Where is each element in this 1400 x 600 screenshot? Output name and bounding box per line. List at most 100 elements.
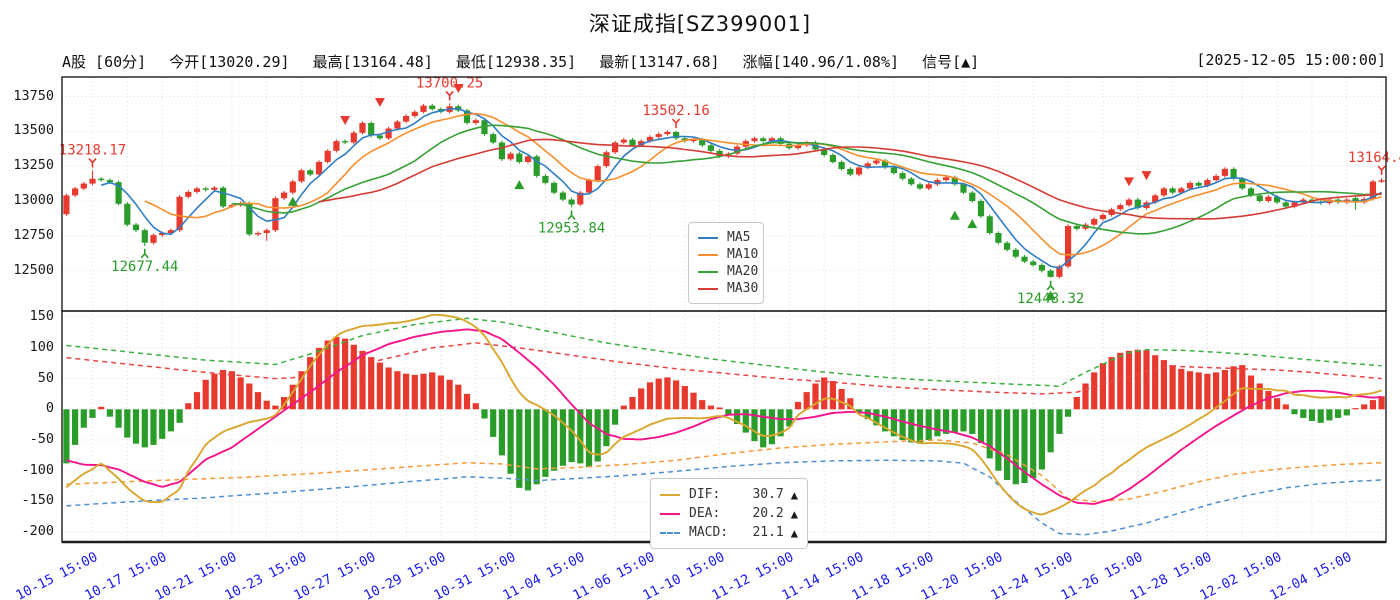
y-tick-label: 13000 (13, 191, 54, 208)
y-tick-label: -100 (21, 461, 54, 478)
macd-bar-negative (542, 409, 549, 477)
info-change: 涨幅[140.96/1.08%] (742, 53, 900, 71)
candle-down (1256, 195, 1263, 201)
macd-bar-positive (298, 371, 305, 410)
candle-up (1213, 175, 1220, 181)
ma-legend: MA5 MA10 MA20 MA30 (688, 222, 764, 304)
macd-bar-negative (777, 409, 784, 437)
macd-bar-negative (995, 409, 1002, 471)
candle-up (359, 123, 366, 133)
macd-bar-positive (1378, 396, 1385, 410)
buy-signal-icon (967, 219, 978, 229)
candle-up (1265, 196, 1272, 201)
macd-bar-positive (220, 370, 227, 410)
macd-bar-positive (315, 347, 323, 410)
macd-bar-positive (1204, 373, 1211, 410)
y-tick-label: -150 (21, 492, 54, 509)
candle-up (794, 145, 802, 149)
macd-bar-positive (1239, 365, 1246, 410)
macd-bar-negative (167, 409, 174, 432)
candle-down (882, 160, 889, 168)
macd-bar-positive (847, 398, 854, 410)
candle-up (1099, 214, 1106, 220)
ma-legend-row: MA20 (698, 263, 758, 280)
macd-bar-negative (977, 409, 985, 444)
macd-bar-negative (507, 409, 514, 474)
info-low: 最低[12938.35] (455, 53, 577, 71)
y-tick-label: 100 (29, 338, 54, 355)
trough-marker-icon (567, 210, 576, 220)
macd-bar-negative (141, 409, 148, 448)
sell-signal-icon (374, 97, 385, 107)
macd-bar-negative (1308, 409, 1316, 421)
macd-bar-negative (873, 409, 880, 426)
macd-bar-positive (794, 401, 802, 410)
candle-down (760, 138, 767, 142)
candle-down (916, 184, 924, 189)
macd-bar-positive (246, 383, 253, 410)
candle-down (1230, 168, 1237, 179)
peak-price-label: 13502.16 (642, 103, 709, 119)
candle-up (72, 188, 79, 196)
macd-legend: DIF: 30.7 ▲ DEA: 20.2 ▲ MACD: 21.1 ▲ (650, 478, 808, 549)
info-open: 今开[13020.29] (169, 53, 290, 71)
macd-bar-negative (943, 409, 950, 434)
candle-up (159, 233, 166, 236)
macd-bar-positive (803, 392, 810, 410)
macd-bar-negative (524, 409, 532, 491)
candle-down (429, 105, 436, 110)
candle-up (1378, 180, 1385, 182)
macd-bar-positive (1221, 370, 1228, 410)
candle-down (838, 162, 845, 169)
macd-bar-negative (80, 409, 87, 428)
macd-bar-negative (603, 409, 610, 447)
candle-up (507, 153, 514, 160)
candle-down (977, 201, 985, 217)
macd-bar-negative (1335, 409, 1342, 418)
candle-down (1047, 270, 1054, 277)
candle-down (568, 199, 575, 205)
ma30-line (318, 138, 1382, 220)
candle-up (1152, 195, 1159, 203)
macd-bar-positive (455, 384, 462, 410)
dea-label: DEA: (689, 506, 721, 521)
candle-up (864, 163, 871, 168)
macd-bar-negative (551, 409, 558, 471)
candle-up (1221, 168, 1228, 176)
trough-price-label: 12677.44 (111, 259, 178, 275)
macd-bar-positive (420, 373, 427, 410)
macd-bar-negative (725, 409, 732, 416)
info-timestamp: [2025-12-05 15:00:00] (1196, 51, 1386, 69)
candle-up (411, 111, 418, 116)
peak-marker-icon (445, 90, 454, 101)
candle-down (115, 182, 122, 204)
peak-marker-icon (88, 158, 97, 168)
candle-up (1065, 226, 1072, 267)
macd-bar-positive (812, 383, 819, 410)
trough-marker-icon (140, 248, 149, 259)
candle-up (585, 180, 593, 193)
macd-legend-row: DEA: 20.2 ▲ (660, 504, 798, 523)
macd-bar-positive (821, 377, 828, 410)
candle-down (516, 153, 523, 162)
macd-bar-negative (882, 409, 889, 432)
macd-bar-negative (986, 409, 993, 459)
info-last: 最新[13147.68] (599, 53, 720, 71)
macd-bar-positive (237, 377, 244, 410)
macd-legend-row: MACD: 21.1 ▲ (660, 523, 798, 542)
peak-price-label: 13700.25 (416, 75, 483, 91)
candle-down (890, 167, 897, 174)
macd-bar-positive (472, 403, 479, 410)
candle-up (664, 132, 671, 135)
candle-down (202, 188, 209, 190)
macd-bar-positive (446, 379, 453, 410)
macd-line-swatch (660, 531, 680, 534)
candle-up (315, 162, 323, 175)
y-tick-label: 12750 (13, 226, 54, 243)
candle-up (385, 128, 392, 139)
macd-label: MACD: (689, 525, 729, 540)
peak-price-label: 13164.48 (1348, 150, 1400, 166)
macd-bar-negative (63, 409, 70, 464)
macd-bar-negative (1038, 409, 1045, 470)
